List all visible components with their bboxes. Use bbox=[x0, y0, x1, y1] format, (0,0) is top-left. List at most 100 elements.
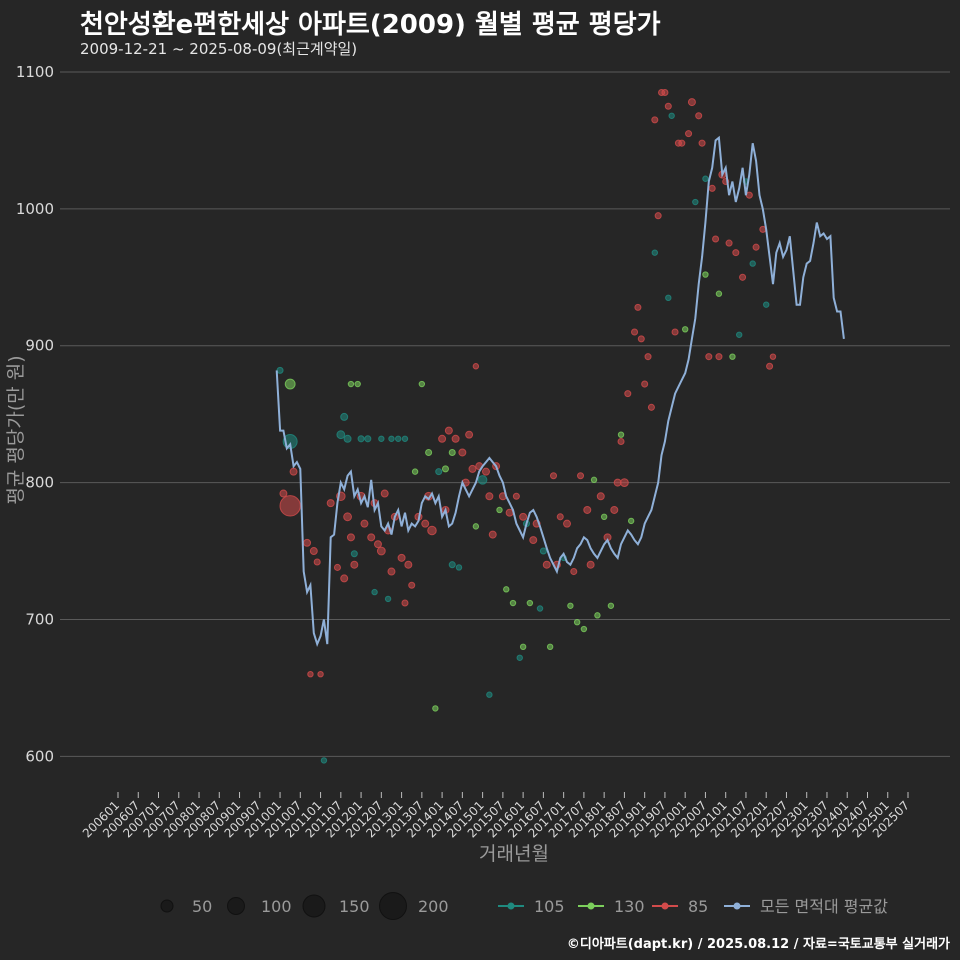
data-point-105 bbox=[343, 434, 352, 443]
data-point-130 bbox=[526, 599, 534, 607]
data-point-85 bbox=[367, 533, 376, 542]
data-point-105 bbox=[340, 412, 349, 421]
data-point-85 bbox=[309, 547, 318, 556]
data-point-130 bbox=[448, 448, 456, 456]
data-point-130 bbox=[425, 448, 433, 456]
data-point-85 bbox=[637, 335, 645, 343]
data-point-85 bbox=[438, 434, 447, 443]
data-point-85 bbox=[624, 390, 632, 398]
data-point-85 bbox=[685, 130, 693, 138]
data-point-130 bbox=[580, 625, 588, 633]
data-point-85 bbox=[651, 116, 659, 124]
data-point-130 bbox=[496, 506, 503, 514]
data-point-85 bbox=[307, 670, 314, 678]
y-tick-label: 1000 bbox=[16, 200, 54, 218]
data-point-85 bbox=[644, 353, 652, 361]
y-tick-label: 800 bbox=[25, 474, 54, 492]
data-point-130 bbox=[729, 353, 736, 360]
data-point-85 bbox=[401, 599, 409, 607]
size-legend-label: 200 bbox=[418, 897, 449, 916]
data-point-105 bbox=[371, 588, 378, 596]
data-point-85 bbox=[485, 492, 494, 501]
data-point-105 bbox=[477, 475, 488, 485]
data-point-85 bbox=[752, 243, 760, 251]
data-point-85 bbox=[678, 139, 686, 147]
data-point-85 bbox=[647, 403, 655, 411]
data-point-85 bbox=[631, 328, 639, 336]
data-point-85 bbox=[586, 560, 595, 569]
data-point-105 bbox=[486, 691, 493, 698]
data-point-105 bbox=[384, 595, 392, 603]
data-point-130 bbox=[702, 271, 709, 278]
data-point-85 bbox=[610, 505, 619, 514]
series-legend-dot bbox=[587, 902, 595, 910]
data-point-130 bbox=[600, 513, 608, 521]
data-point-85 bbox=[333, 563, 341, 571]
credit-footer: ©디아파트(dapt.kr) / 2025.08.12 / 자료=국토교통부 실… bbox=[566, 937, 950, 952]
size-legend-label: 50 bbox=[192, 897, 212, 916]
data-point-85 bbox=[387, 567, 396, 576]
x-tick-labels: 2006012006072007012007072008012008072009… bbox=[80, 792, 912, 841]
data-point-85 bbox=[698, 139, 706, 147]
data-point-85 bbox=[350, 560, 359, 569]
data-point-85 bbox=[346, 533, 355, 542]
size-legend-marker bbox=[227, 897, 245, 915]
data-point-130 bbox=[519, 643, 527, 651]
data-point-105 bbox=[692, 198, 699, 206]
data-point-85 bbox=[549, 472, 558, 480]
data-point-85 bbox=[725, 239, 733, 247]
data-point-85 bbox=[380, 489, 389, 498]
x-axis-label: 거래년월 bbox=[479, 843, 549, 865]
y-tick-label: 700 bbox=[25, 610, 54, 628]
data-point-85 bbox=[279, 495, 301, 517]
data-point-85 bbox=[376, 546, 386, 556]
data-point-130 bbox=[472, 523, 480, 530]
data-point-105 bbox=[749, 260, 756, 267]
data-point-85 bbox=[397, 553, 406, 562]
data-point-85 bbox=[451, 434, 460, 443]
data-point-85 bbox=[766, 362, 774, 370]
data-point-105 bbox=[320, 757, 328, 764]
data-point-105 bbox=[395, 435, 402, 442]
series-legend-label: 130 bbox=[614, 897, 645, 916]
data-point-85 bbox=[732, 249, 740, 257]
data-point-130 bbox=[354, 380, 361, 388]
series-legend-dot bbox=[507, 902, 515, 910]
grid-lines bbox=[60, 71, 950, 757]
data-point-85 bbox=[664, 102, 672, 110]
data-point-130 bbox=[509, 599, 517, 607]
data-point-105 bbox=[435, 468, 443, 476]
scatter-points bbox=[276, 89, 777, 764]
data-point-130 bbox=[573, 618, 581, 626]
data-point-85 bbox=[303, 538, 312, 547]
data-point-105 bbox=[516, 654, 523, 661]
size-legend-marker bbox=[160, 899, 174, 913]
data-point-85 bbox=[769, 353, 777, 360]
data-point-105 bbox=[401, 435, 409, 442]
size-legend-marker bbox=[302, 894, 326, 918]
data-point-130 bbox=[594, 612, 601, 619]
y-tick-label: 1100 bbox=[16, 63, 54, 81]
data-point-130 bbox=[715, 290, 723, 297]
data-point-85 bbox=[519, 512, 528, 521]
size-legend-marker bbox=[379, 892, 407, 920]
data-point-85 bbox=[583, 505, 592, 514]
data-point-85 bbox=[404, 560, 413, 569]
data-point-105 bbox=[388, 435, 395, 442]
series-legend-dot bbox=[733, 902, 741, 910]
y-tick-label: 900 bbox=[25, 337, 54, 355]
data-point-105 bbox=[763, 301, 770, 308]
y-tick-label: 600 bbox=[25, 747, 54, 765]
series-legend-label: 105 bbox=[534, 897, 565, 916]
data-point-85 bbox=[641, 380, 649, 388]
data-point-105 bbox=[448, 561, 456, 569]
data-point-85 bbox=[444, 426, 453, 435]
data-point-105 bbox=[336, 430, 346, 440]
data-point-105 bbox=[276, 366, 284, 374]
data-point-130 bbox=[627, 517, 635, 525]
data-point-85 bbox=[708, 184, 716, 192]
data-point-85 bbox=[570, 568, 578, 576]
data-point-85 bbox=[360, 519, 369, 528]
data-point-105 bbox=[668, 112, 675, 119]
